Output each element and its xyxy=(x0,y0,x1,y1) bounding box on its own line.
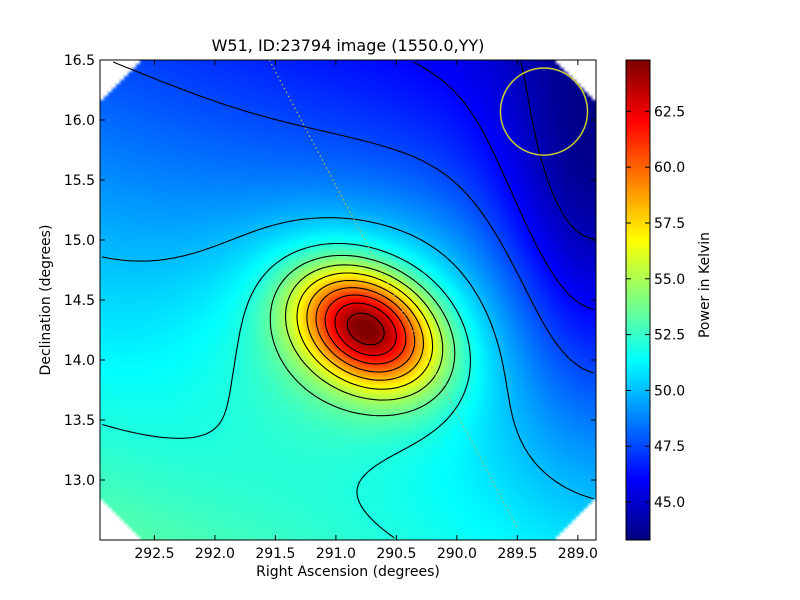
x-tick-label: 290.5 xyxy=(376,546,416,562)
contour-line-2 xyxy=(113,61,595,374)
contour-line-7 xyxy=(296,272,434,390)
contour-line-10 xyxy=(324,294,407,365)
colorbar-frame xyxy=(625,59,651,541)
x-tick-label: 291.5 xyxy=(255,546,295,562)
colorbar-tick-label: 47.5 xyxy=(654,439,685,455)
contour-line-0 xyxy=(520,61,595,240)
colorbar-tick-label: 55.0 xyxy=(654,272,685,288)
scan-track-line xyxy=(268,59,518,529)
x-axis-ticks: 292.5 292.0 291.5 291.0 290.5 290.0 289.5 289.0 xyxy=(134,60,598,562)
colorbar-label: Power in Kelvin xyxy=(697,232,713,338)
beam-size-circle xyxy=(499,67,589,156)
y-axis-ticks: 13.0 13.5 14.0 14.5 15.0 15.5 16.0 16.5 xyxy=(64,53,596,489)
colorbar-gradient xyxy=(626,60,650,540)
x-tick-label: 290.0 xyxy=(437,546,477,562)
contour-line-12 xyxy=(346,312,385,346)
chart-title: W51, ID:23794 image (1550.0,YY) xyxy=(212,36,485,55)
x-axis-label: Right Ascension (degrees) xyxy=(256,564,440,580)
y-tick-label: 14.5 xyxy=(64,293,95,309)
y-axis-label: Declination (degrees) xyxy=(38,225,54,376)
colorbar-tick-label: 45.0 xyxy=(654,495,685,511)
heatmap-image xyxy=(100,60,596,540)
colorbar-tick-label: 57.5 xyxy=(654,216,685,232)
x-tick-label: 292.0 xyxy=(195,546,235,562)
heatmap-area xyxy=(99,59,597,541)
y-tick-label: 13.0 xyxy=(64,473,95,489)
contour-line-4 xyxy=(101,242,471,539)
y-tick-label: 16.5 xyxy=(64,53,95,69)
y-tick-label: 14.0 xyxy=(64,353,95,369)
y-tick-label: 15.0 xyxy=(64,233,95,249)
y-tick-label: 15.5 xyxy=(64,173,95,189)
contour-line-9 xyxy=(315,287,416,373)
x-tick-label: 289.0 xyxy=(558,546,598,562)
contour-line-1 xyxy=(413,61,595,310)
colorbar-tick-label: 60.0 xyxy=(654,160,685,176)
y-tick-label: 13.5 xyxy=(64,413,95,429)
contour-line-5 xyxy=(269,254,456,417)
x-tick-label: 292.5 xyxy=(134,546,174,562)
contour-line-3 xyxy=(101,217,595,500)
x-tick-label: 289.5 xyxy=(497,546,537,562)
colorbar-tick-label: 62.5 xyxy=(654,104,685,120)
colorbar-ticks: 45.0 47.5 50.0 52.5 55.0 57.5 60.0 62.5 xyxy=(626,104,685,511)
contour-line-6 xyxy=(284,264,444,401)
contour-line-11 xyxy=(334,302,397,357)
colorbar-tick-label: 50.0 xyxy=(654,383,685,399)
colorbar: 45.0 47.5 50.0 52.5 55.0 57.5 60.0 62.5 xyxy=(625,59,685,541)
x-tick-label: 291.0 xyxy=(316,546,356,562)
contour-line-8 xyxy=(306,279,424,381)
colorbar-tick-label: 52.5 xyxy=(654,328,685,344)
contour-layer xyxy=(101,61,595,539)
y-tick-label: 16.0 xyxy=(64,113,95,129)
